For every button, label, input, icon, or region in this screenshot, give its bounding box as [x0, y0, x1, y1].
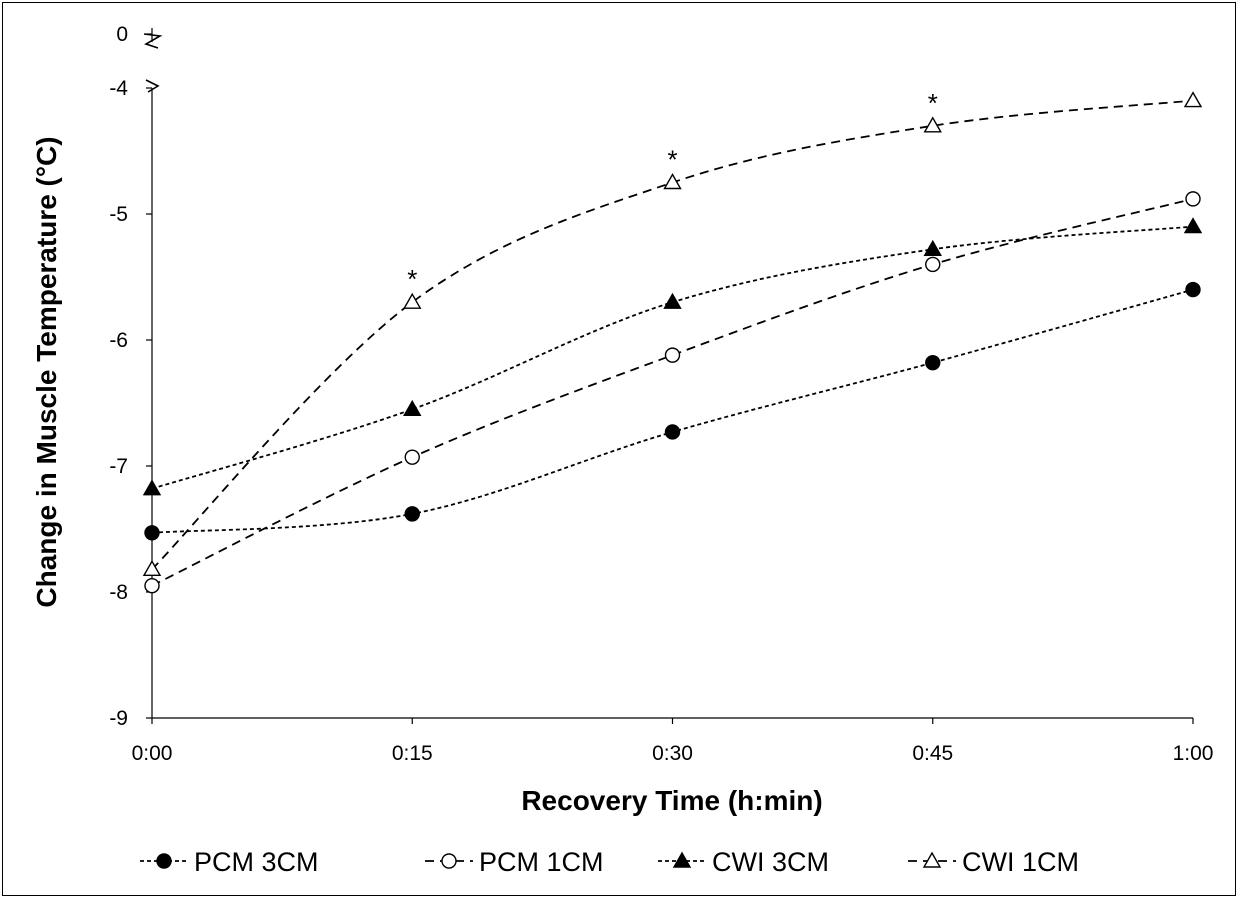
legend-label: CWI 1CM: [962, 847, 1079, 877]
x-tick-label: 1:00: [1173, 742, 1214, 765]
data-point-cwi-1cm: [142, 559, 162, 577]
significance-marker: *: [407, 264, 417, 294]
data-point-cwi-1cm: [1183, 91, 1203, 108]
y-axis-title: Change in Muscle Temperature (°C): [31, 136, 62, 607]
y-tick-label: -9: [109, 707, 128, 730]
legend-marker: [441, 853, 457, 869]
legend-marker: [922, 851, 942, 868]
data-point-pcm-3cm: [1185, 281, 1201, 298]
significance-marker: *: [667, 145, 677, 175]
y-tick-label: -5: [109, 203, 128, 226]
x-tick-label: 0:30: [652, 742, 693, 765]
data-point-cwi-3cm: [663, 292, 682, 309]
data-point-cwi-3cm: [142, 479, 162, 496]
legend-marker: [672, 851, 692, 868]
data-point-cwi-1cm: [923, 116, 942, 133]
y-tick-label: -4: [109, 77, 128, 100]
y-tick-label: 0: [116, 23, 128, 46]
data-point-pcm-1cm: [1185, 191, 1201, 207]
data-point-pcm-1cm: [664, 347, 681, 363]
significance-marker: *: [928, 88, 938, 118]
data-point-pcm-3cm: [925, 354, 941, 371]
series-line-cwi-1cm: [151, 99, 1194, 570]
legend-label: PCM 3CM: [194, 847, 319, 877]
data-point-cwi-3cm: [923, 239, 942, 256]
y-tick-label: -8: [109, 581, 128, 604]
series-line-pcm-3cm: [151, 288, 1194, 534]
axis-break-mark-lower: [145, 79, 160, 93]
data-point-pcm-3cm: [404, 506, 420, 522]
x-tick-label: 0:45: [912, 742, 953, 765]
series-line-pcm-1cm: [151, 198, 1194, 587]
y-tick-label: -7: [109, 455, 128, 478]
x-tick-label: 0:00: [132, 742, 173, 765]
data-point-cwi-1cm: [663, 173, 682, 190]
data-point-pcm-3cm: [144, 525, 160, 541]
data-point-cwi-3cm: [403, 399, 422, 416]
data-point-cwi-1cm: [403, 292, 422, 309]
axis-break-mark-upper: [143, 33, 163, 49]
data-point-pcm-1cm: [925, 256, 941, 273]
legend-label: CWI 3CM: [712, 847, 829, 877]
data-point-pcm-1cm: [404, 449, 420, 465]
data-point-pcm-3cm: [664, 424, 681, 440]
y-tick-label: -6: [109, 329, 128, 352]
x-tick-label: 0:15: [392, 742, 433, 765]
data-point-pcm-1cm: [144, 578, 160, 594]
x-axis-title: Recovery Time (h:min): [521, 785, 822, 816]
legend-marker: [156, 853, 172, 869]
data-point-cwi-3cm: [1183, 217, 1203, 234]
legend-label: PCM 1CM: [479, 847, 604, 877]
